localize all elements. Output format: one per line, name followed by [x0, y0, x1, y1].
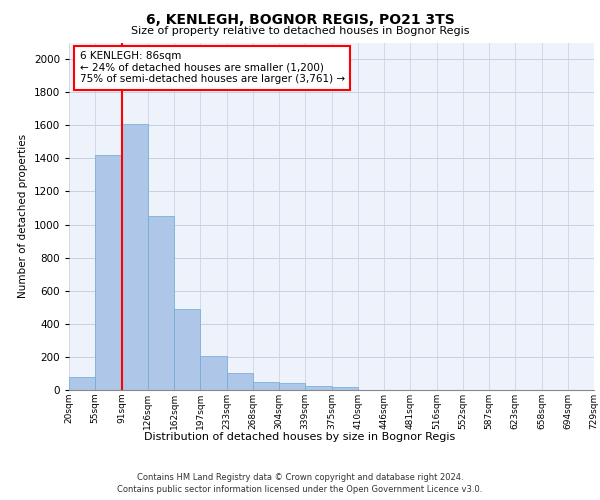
- Bar: [305, 386, 331, 390]
- Bar: [174, 309, 200, 390]
- Bar: [200, 356, 227, 390]
- Text: Size of property relative to detached houses in Bognor Regis: Size of property relative to detached ho…: [131, 26, 469, 36]
- Text: Contains public sector information licensed under the Open Government Licence v3: Contains public sector information licen…: [118, 485, 482, 494]
- Bar: [121, 124, 148, 390]
- Bar: [69, 377, 95, 390]
- Bar: [227, 372, 253, 390]
- Text: Contains HM Land Registry data © Crown copyright and database right 2024.: Contains HM Land Registry data © Crown c…: [137, 472, 463, 482]
- Bar: [331, 386, 358, 390]
- Bar: [279, 384, 305, 390]
- Text: 6, KENLEGH, BOGNOR REGIS, PO21 3TS: 6, KENLEGH, BOGNOR REGIS, PO21 3TS: [146, 12, 454, 26]
- Text: Distribution of detached houses by size in Bognor Regis: Distribution of detached houses by size …: [145, 432, 455, 442]
- Bar: [253, 382, 279, 390]
- Text: 6 KENLEGH: 86sqm
← 24% of detached houses are smaller (1,200)
75% of semi-detach: 6 KENLEGH: 86sqm ← 24% of detached house…: [79, 51, 344, 84]
- Y-axis label: Number of detached properties: Number of detached properties: [18, 134, 28, 298]
- Bar: [95, 155, 121, 390]
- Bar: [148, 216, 174, 390]
